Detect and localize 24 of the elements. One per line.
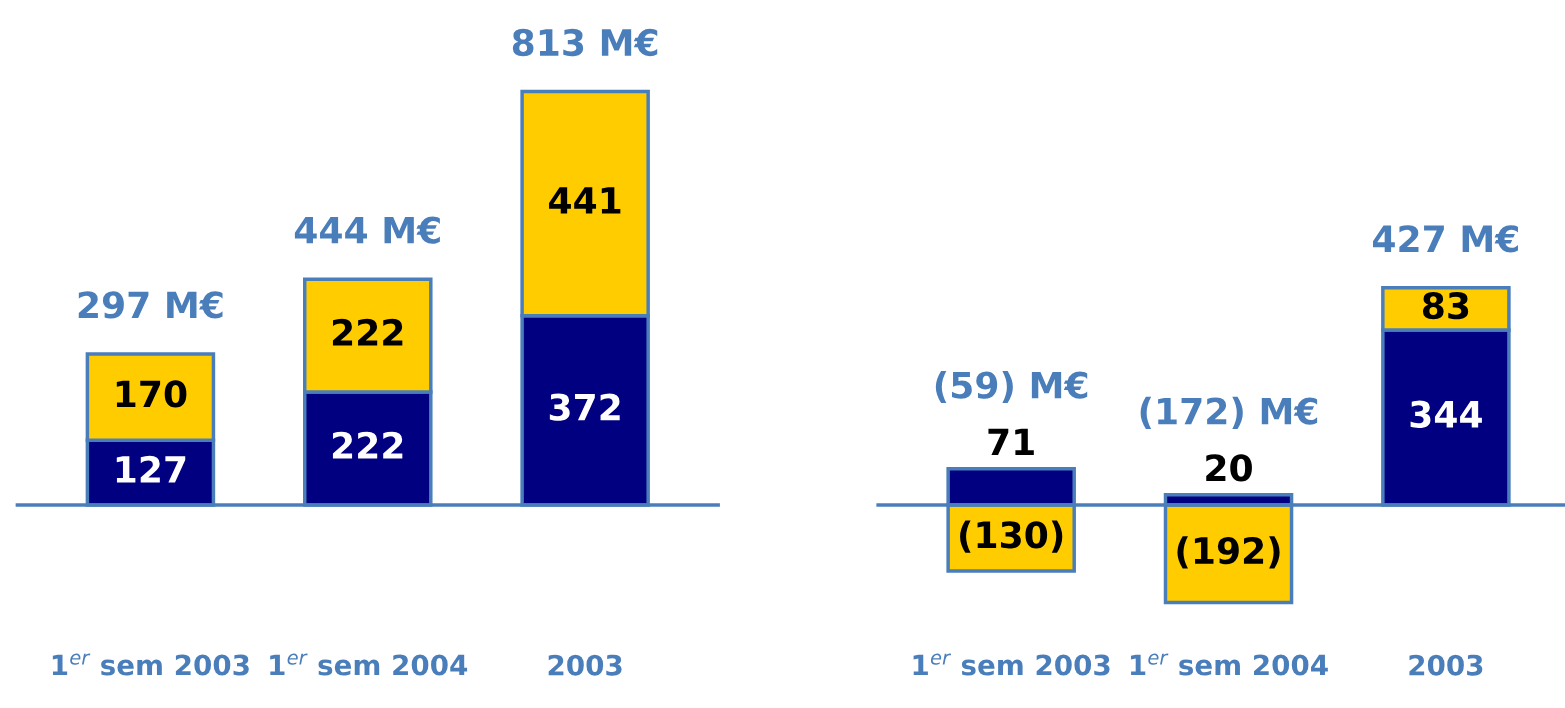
data-label: (192) [1177, 536, 1280, 569]
data-label: 83 [1422, 292, 1469, 320]
total-label: 813 M€ [512, 28, 658, 57]
x-tick-label: 1$^{er}$ sem 2003 [52, 653, 249, 676]
x-tick-label: 2003 [548, 654, 622, 676]
total-label: (172) M€ [1140, 396, 1318, 429]
x-tick-label: 1$^{er}$ sem 2003 [913, 653, 1110, 676]
data-label: 20 [1206, 454, 1252, 482]
x-tick-label: 1$^{er}$ sem 2004 [270, 653, 468, 676]
data-label: 222 [332, 431, 403, 459]
data-label: 127 [116, 455, 186, 483]
x-tick-label: 1$^{er}$ sem 2004 [1130, 653, 1328, 676]
data-label: (130) [960, 520, 1063, 553]
data-label: 441 [549, 187, 621, 214]
total-label: 444 M€ [294, 216, 440, 244]
data-label: 222 [332, 318, 403, 346]
total-label: 427 M€ [1373, 225, 1518, 253]
x-tick-label: 2003 [1409, 654, 1483, 676]
data-label: 344 [1410, 400, 1482, 428]
total-label: 297 M€ [78, 291, 223, 319]
total-label: (59) M€ [935, 370, 1088, 404]
data-label: 71 [988, 428, 1034, 455]
data-label: 372 [549, 393, 620, 421]
data-label: 170 [116, 380, 187, 408]
